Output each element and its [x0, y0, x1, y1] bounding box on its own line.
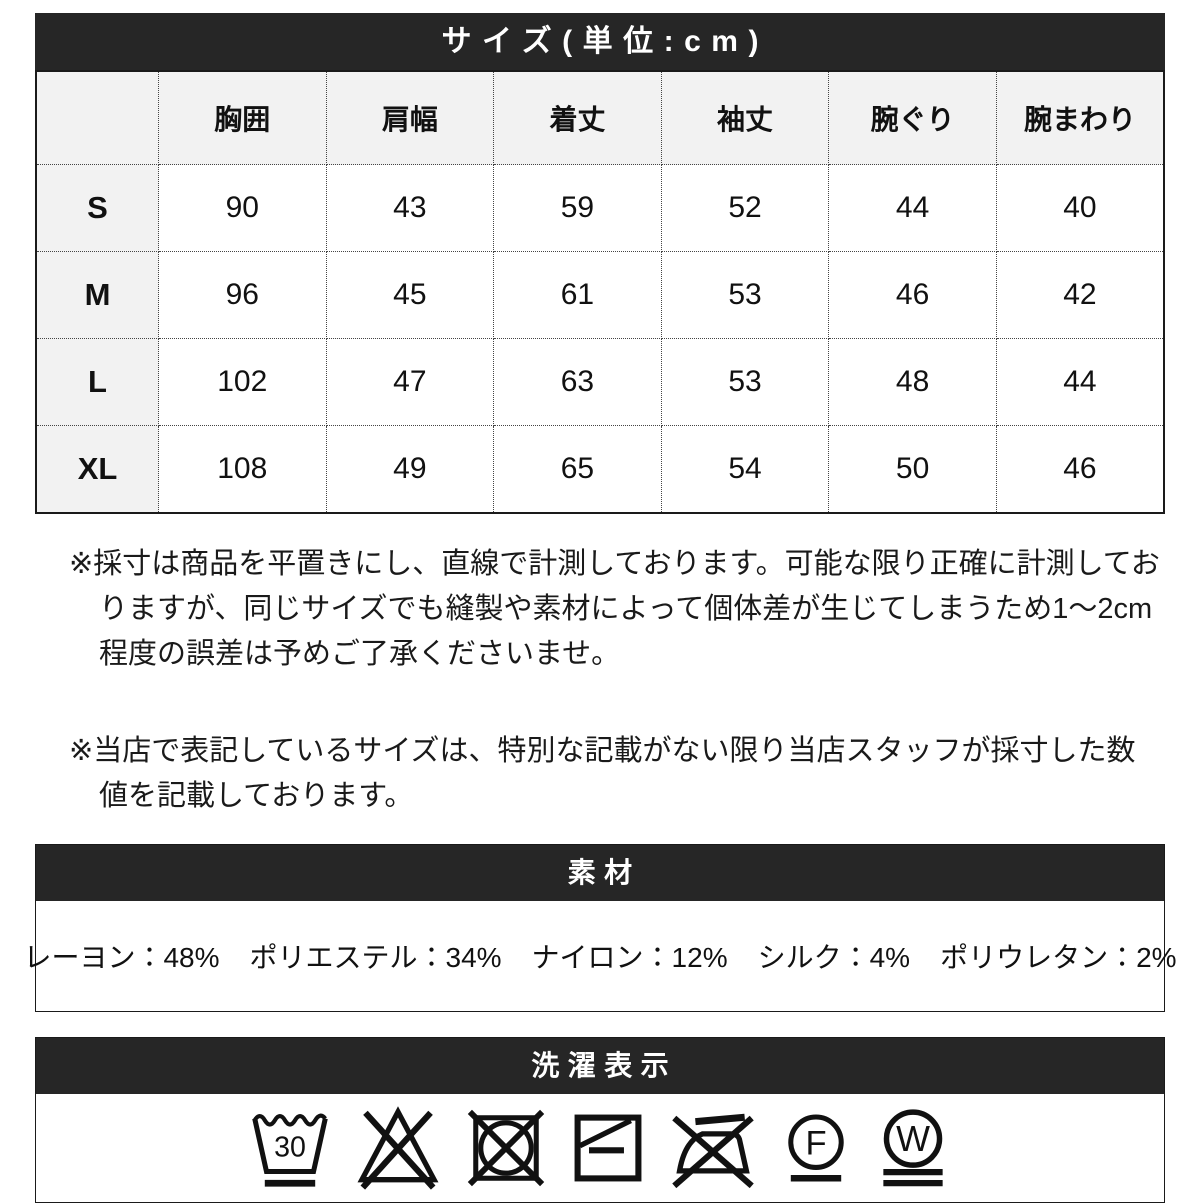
size-table-header-row: 胸囲 肩幅 着丈 袖丈 腕ぐり 腕まわり [35, 70, 1165, 165]
care-symbols-row: 30 [36, 1094, 1164, 1202]
measurement-value: 49 [325, 425, 495, 514]
svg-text:W: W [896, 1119, 930, 1159]
material-item: ポリウレタン：2% [940, 942, 1177, 973]
size-table-row: L 102 47 63 53 48 44 [35, 338, 1165, 426]
material-section: 素材 レーヨン：48% ポリエステル：34% ナイロン：12% シルク：4% ポリウレタ… [23, 844, 1177, 1012]
measurement-value: 48 [828, 338, 997, 426]
staff-measured-note: ※当店で表記しているサイズは、特別な記載がない限り当店スタッフが採寸した数値を記… [69, 735, 1136, 812]
column-header: 腕まわり [995, 70, 1165, 165]
material-title: 素材 [567, 857, 641, 888]
measurement-value: 53 [660, 251, 830, 339]
size-label: M [35, 251, 159, 339]
flat-dry-in-shade-icon [574, 1114, 642, 1182]
size-table: 胸囲 肩幅 着丈 袖丈 腕ぐり 腕まわり S 90 43 59 52 44 40 M 96 45 61 53 46… [35, 70, 1165, 514]
wet-clean-W-very-mild-icon: W [883, 1109, 943, 1187]
material-composition-list: レーヨン：48% ポリエステル：34% ナイロン：12% シルク：4% ポリウレタン：2… [23, 901, 1176, 1011]
size-title: サイズ(単位:cm) [441, 25, 769, 58]
size-table-row: XL 108 49 65 54 50 46 [35, 425, 1165, 514]
measurement-value: 59 [493, 164, 662, 252]
size-label: S [35, 164, 159, 252]
column-header: 胸囲 [158, 70, 327, 165]
do-not-tumble-dry-icon [467, 1109, 545, 1187]
do-not-bleach-icon [357, 1106, 439, 1190]
svg-text:30: 30 [274, 1131, 306, 1163]
measurement-value: 63 [493, 338, 662, 426]
dry-clean-F-mild-icon: F [788, 1114, 844, 1182]
material-title-bar: 素材 [36, 845, 1164, 901]
do-not-iron-icon [672, 1113, 754, 1189]
material-item: シルク：4% [757, 942, 911, 973]
column-header: 着丈 [493, 70, 662, 165]
svg-text:F: F [805, 1124, 826, 1162]
measurement-value: 44 [828, 164, 997, 252]
measurement-value: 46 [995, 425, 1165, 514]
measurement-value: 52 [660, 164, 830, 252]
care-title-bar: 洗濯表示 [36, 1038, 1164, 1094]
measurement-value: 43 [325, 164, 495, 252]
material-item: レーヨン：48% [23, 942, 220, 973]
measurement-value: 40 [995, 164, 1165, 252]
measurement-value: 90 [158, 164, 327, 252]
measurement-value: 44 [995, 338, 1165, 426]
measurement-value: 61 [493, 251, 662, 339]
size-table-body: S 90 43 59 52 44 40 M 96 45 61 53 46 42 L 102 47 63 53 48 44… [35, 164, 1165, 514]
measurement-value: 50 [828, 425, 997, 514]
measurement-value: 96 [158, 251, 327, 339]
material-item: ナイロン：12% [531, 942, 728, 973]
measurement-value: 102 [158, 338, 327, 426]
measurement-value: 47 [325, 338, 495, 426]
column-header: 肩幅 [325, 70, 495, 165]
wash-30-mild-icon: 30 [252, 1113, 328, 1187]
notes-block: ※採寸は商品を平置きにし、直線で計測しております。可能な限り正確に計測しておりま… [69, 542, 1165, 819]
size-table-row: M 96 45 61 53 46 42 [35, 251, 1165, 339]
care-title: 洗濯表示 [531, 1050, 677, 1081]
size-section: サイズ(単位:cm) 胸囲 肩幅 着丈 袖丈 腕ぐり 腕まわり S 90 43 59 52 44 40… [35, 13, 1165, 514]
measurement-value: 42 [995, 251, 1165, 339]
size-table-row: S 90 43 59 52 44 40 [35, 164, 1165, 252]
measurement-value: 54 [660, 425, 830, 514]
measurement-value: 108 [158, 425, 327, 514]
column-header: 袖丈 [660, 70, 830, 165]
material-item: ポリエステル：34% [249, 942, 502, 973]
measurement-value: 53 [660, 338, 830, 426]
size-table-head: 胸囲 肩幅 着丈 袖丈 腕ぐり 腕まわり [35, 70, 1165, 165]
size-title-bar: サイズ(単位:cm) [35, 13, 1165, 70]
measurement-value: 45 [325, 251, 495, 339]
size-table-corner-cell [35, 70, 159, 165]
size-label: L [35, 338, 159, 426]
size-label: XL [35, 425, 159, 514]
measurement-disclaimer-note: ※採寸は商品を平置きにし、直線で計測しております。可能な限り正確に計測しておりま… [69, 548, 1160, 670]
column-header: 腕ぐり [828, 70, 997, 165]
measurement-value: 46 [828, 251, 997, 339]
care-section: 洗濯表示 30 [35, 1037, 1165, 1203]
measurement-value: 65 [493, 425, 662, 514]
